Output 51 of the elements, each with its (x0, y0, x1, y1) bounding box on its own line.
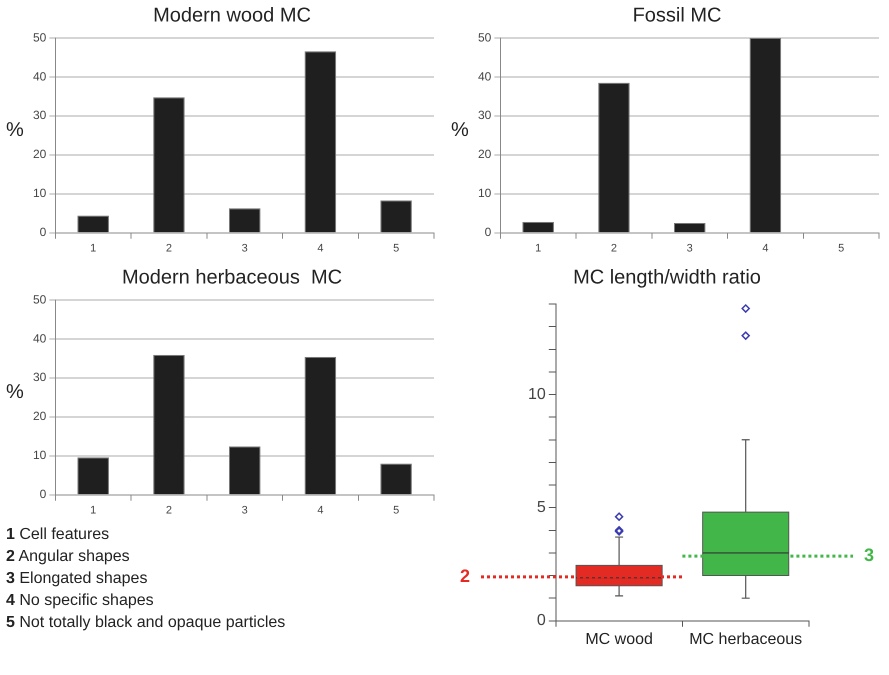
y-tick-label: 10 (32, 186, 47, 200)
y-tick-label: 20 (32, 409, 47, 424)
y-tick-label: 0 (40, 225, 47, 240)
x-tick-label: 1 (90, 504, 96, 516)
y-axis-title: % (6, 381, 24, 404)
x-tick-label: 3 (686, 242, 693, 254)
y-tick-label: 50 (32, 292, 47, 306)
y-tick-label: 30 (478, 108, 492, 122)
y-axis-title: % (6, 119, 24, 142)
x-tick-label: 5 (393, 242, 400, 254)
chart-title: MC length/width ratio (573, 266, 761, 289)
x-tick-label: 3 (242, 242, 248, 254)
x-tick-label: 1 (90, 242, 96, 254)
x-tick-label: MC wood (585, 630, 653, 648)
x-tick-label: 5 (393, 504, 400, 516)
x-tick-label: MC herbaceous (689, 630, 802, 648)
x-tick-label: 2 (166, 242, 172, 254)
y-tick-label: 40 (32, 331, 47, 346)
chart-title: Fossil MC (632, 4, 722, 27)
y-axis-title: % (451, 119, 469, 142)
y-tick-label: 20 (32, 147, 47, 162)
text: 2 Angular shapes (6, 547, 131, 567)
x-tick-label: 3 (242, 504, 248, 516)
y-tick-label: 40 (32, 69, 47, 84)
x-tick-label: 4 (317, 242, 324, 254)
text: 5 Not totally black and opaque particles (6, 613, 286, 633)
y-tick-label: 40 (478, 69, 492, 84)
text: 4 No specific shapes (6, 591, 155, 611)
y-tick-label: 0 (484, 225, 492, 240)
text: 1 Cell features (6, 525, 110, 545)
x-tick-label: 1 (535, 242, 542, 254)
y-tick-label: 50 (478, 30, 492, 44)
y-tick-label: 10 (528, 386, 546, 403)
chart-title: Modern wood MC (153, 4, 311, 27)
ref-line-label: 2 (460, 566, 470, 586)
y-tick-label: 30 (32, 108, 47, 122)
x-tick-label: 2 (610, 242, 618, 254)
ref-line-label: 3 (864, 545, 874, 566)
text: 3 Elongated shapes (6, 569, 148, 589)
y-tick-label: 0 (40, 487, 47, 502)
y-tick-label: 0 (536, 612, 546, 630)
x-tick-label: 2 (166, 504, 172, 516)
y-tick-label: 30 (32, 370, 47, 384)
x-tick-label: 4 (762, 242, 768, 254)
y-tick-label: 50 (32, 30, 47, 44)
y-tick-label: 20 (478, 147, 492, 162)
x-tick-label: 4 (317, 504, 324, 516)
y-tick-label: 10 (478, 186, 492, 200)
y-tick-label: 10 (32, 448, 47, 462)
x-tick-label: 5 (838, 242, 844, 254)
chart-title: Modern herbaceous MC (122, 266, 342, 289)
